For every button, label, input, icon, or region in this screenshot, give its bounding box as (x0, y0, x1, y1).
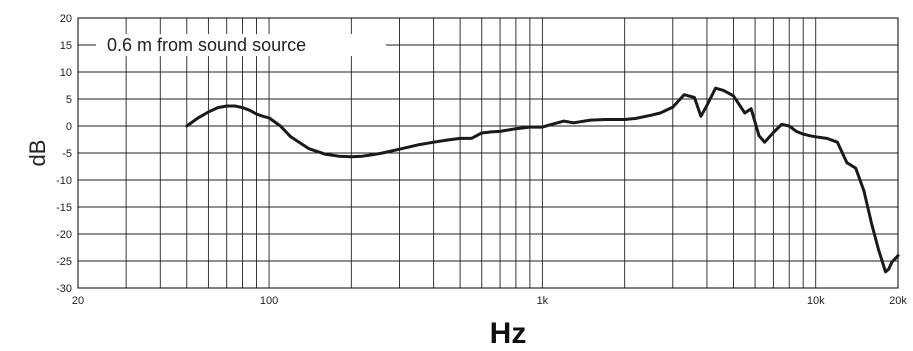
x-tick-labels: 20 100 1k 10k 20k (72, 295, 907, 307)
x-tick-label: 20 (72, 295, 84, 307)
y-tick-label: 15 (60, 40, 72, 52)
x-tick-label: 20k (889, 295, 907, 307)
y-tick-labels: 20 15 10 5 0 -5 -10 -15 -20 -25 -30 (56, 13, 72, 295)
x-tick-label: 1k (537, 295, 549, 307)
x-tick-label: 100 (260, 295, 278, 307)
y-tick-label: -20 (56, 229, 72, 241)
y-tick-label: 20 (60, 13, 72, 25)
y-tick-label: -10 (56, 175, 72, 187)
x-axis-label: Hz (490, 317, 527, 350)
y-tick-label: 0 (66, 121, 72, 133)
annotation-label: 0.6 m from sound source (107, 35, 306, 55)
y-tick-label: -5 (62, 148, 72, 160)
horizontal-gridlines (78, 44, 898, 262)
y-tick-label: 10 (60, 67, 72, 79)
y-tick-label: -25 (56, 256, 72, 268)
response-curve-line (185, 86, 900, 274)
y-tick-label: -15 (56, 202, 72, 214)
y-tick-label: -30 (56, 283, 72, 295)
y-axis-label: dB (25, 140, 50, 167)
x-tick-label: 10k (807, 295, 825, 307)
plot-frame (77, 17, 899, 289)
annotation-background (96, 34, 386, 56)
y-tick-label: 5 (66, 94, 72, 106)
